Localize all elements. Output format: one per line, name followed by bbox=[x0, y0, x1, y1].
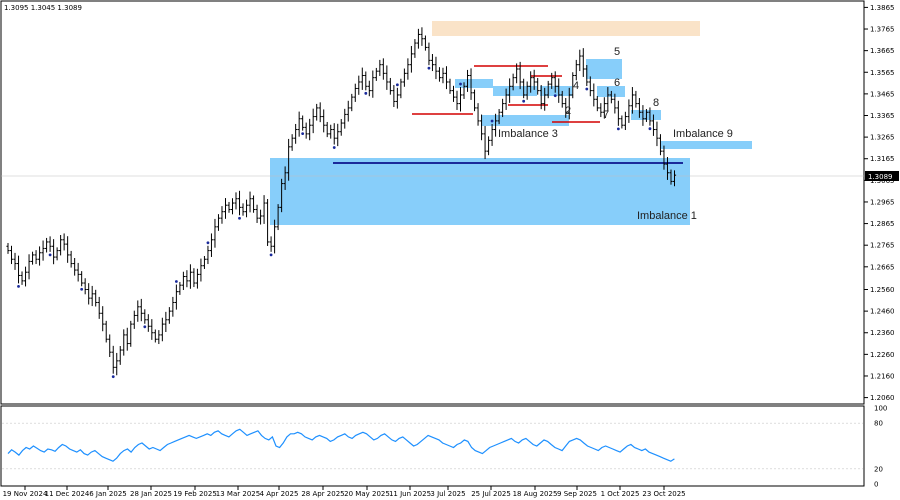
fractal-marker bbox=[143, 325, 147, 329]
indicator-tick-label: 100 bbox=[874, 405, 887, 413]
indicator-tick-label: 80 bbox=[874, 420, 883, 428]
x-tick-label: 4 Apr 2025 bbox=[260, 490, 299, 498]
price-axis: 1.3865 1.3765 1.3665 1.3565 1.3465 1.3365 1.32… bbox=[864, 4, 895, 402]
zone-small-a bbox=[455, 79, 493, 88]
current-price-tag bbox=[865, 171, 899, 181]
x-tick-label: 20 May 2025 bbox=[344, 490, 390, 498]
y-tick-label: 1.2765 bbox=[870, 242, 895, 250]
fractal-marker bbox=[238, 216, 241, 220]
x-tick-label: 11 Dec 2024 bbox=[45, 490, 90, 498]
zone-small-c bbox=[540, 86, 572, 96]
y-tick-label: 1.3165 bbox=[870, 155, 895, 163]
imbalance-5-zone bbox=[586, 59, 622, 79]
label-7: 7 bbox=[603, 109, 609, 121]
y-tick-label: 1.3365 bbox=[870, 112, 895, 120]
fractal-marker bbox=[111, 375, 115, 379]
zone-small-b bbox=[493, 86, 537, 96]
imbalance-9-zone bbox=[660, 141, 752, 149]
x-tick-label: 1 Oct 2025 bbox=[601, 490, 640, 498]
indicator-line bbox=[7, 428, 675, 462]
label-5: 5 bbox=[614, 46, 620, 58]
label-imbalance-9: Imbalance 9 bbox=[673, 128, 733, 140]
fractal-marker bbox=[80, 287, 84, 291]
y-tick-label: 1.2160 bbox=[870, 372, 895, 380]
x-tick-label: 18 Aug 2025 bbox=[513, 490, 558, 498]
x-tick-label: 3 Jul 2025 bbox=[430, 490, 465, 498]
y-tick-label: 1.3665 bbox=[870, 47, 895, 55]
fractal-marker bbox=[648, 127, 652, 131]
y-tick-label: 1.2360 bbox=[870, 329, 895, 337]
fractal-marker bbox=[364, 91, 368, 95]
fractal-marker bbox=[174, 280, 178, 283]
current-price-value: 1.3089 bbox=[868, 173, 893, 181]
fractal-marker bbox=[395, 83, 399, 87]
indicator-panel-frame bbox=[0, 405, 865, 487]
x-tick-label: 28 Jan 2025 bbox=[130, 490, 172, 498]
fractal-marker bbox=[48, 253, 52, 257]
resistance-zone-orange bbox=[432, 21, 700, 36]
x-tick-label: 6 Jan 2025 bbox=[89, 490, 127, 498]
candles-layer bbox=[6, 27, 677, 379]
y-tick-label: 1.2460 bbox=[870, 308, 895, 316]
fractal-marker bbox=[332, 146, 336, 149]
fractal-marker bbox=[490, 119, 494, 123]
imbalance-3-zone bbox=[481, 115, 569, 126]
fractal-marker bbox=[427, 66, 431, 70]
y-tick-label: 1.2865 bbox=[870, 220, 895, 228]
label-imbalance-1: Imbalance 1 bbox=[637, 210, 697, 222]
x-tick-label: 19 Feb 2025 bbox=[173, 490, 217, 498]
label-2: 2 bbox=[565, 105, 571, 117]
x-tick-label: 13 Mar 2025 bbox=[216, 490, 260, 498]
x-tick-label: 11 Jun 2025 bbox=[389, 490, 431, 498]
fractal-marker bbox=[459, 82, 462, 86]
fractal-marker bbox=[522, 99, 526, 103]
y-tick-label: 1.2260 bbox=[870, 351, 895, 359]
y-tick-label: 1.2060 bbox=[870, 394, 895, 402]
ohlc-readout: 1.3095 1.3045 1.3089 bbox=[4, 4, 82, 12]
indicator-layer: 100 80 20 0 bbox=[2, 405, 887, 489]
y-tick-label: 1.3865 bbox=[870, 4, 895, 12]
fractal-marker bbox=[206, 241, 210, 245]
indicator-tick-label: 0 bbox=[874, 481, 878, 489]
y-tick-label: 1.3465 bbox=[870, 90, 895, 98]
fractal-marker bbox=[616, 127, 620, 131]
fractal-marker bbox=[553, 94, 557, 98]
y-tick-label: 1.3265 bbox=[870, 134, 895, 142]
y-tick-label: 1.3565 bbox=[870, 69, 895, 77]
fractal-marker bbox=[269, 253, 273, 257]
indicator-tick-label: 20 bbox=[874, 465, 883, 473]
y-tick-label: 1.2560 bbox=[870, 286, 895, 294]
x-tick-label: 23 Oct 2025 bbox=[642, 490, 685, 498]
y-tick-label: 1.3765 bbox=[870, 26, 895, 34]
label-6: 6 bbox=[614, 77, 620, 89]
label-8: 8 bbox=[653, 97, 659, 109]
fractal-marker bbox=[585, 87, 589, 91]
imbalance-1-zone bbox=[270, 158, 690, 225]
fractal-marker bbox=[301, 132, 305, 136]
label-4: 4 bbox=[573, 80, 579, 92]
label-imbalance-3: Imbalance 3 bbox=[498, 128, 558, 140]
x-tick-label: 25 Jul 2025 bbox=[471, 490, 511, 498]
y-tick-label: 1.2965 bbox=[870, 198, 895, 206]
fractal-marker bbox=[17, 284, 20, 288]
x-tick-label: 9 Sep 2025 bbox=[557, 490, 597, 498]
levels-layer bbox=[1, 65, 864, 177]
y-tick-label: 1.2665 bbox=[870, 263, 895, 271]
x-tick-label: 19 Nov 2024 bbox=[3, 490, 48, 498]
x-tick-label: 28 Apr 2025 bbox=[301, 490, 344, 498]
